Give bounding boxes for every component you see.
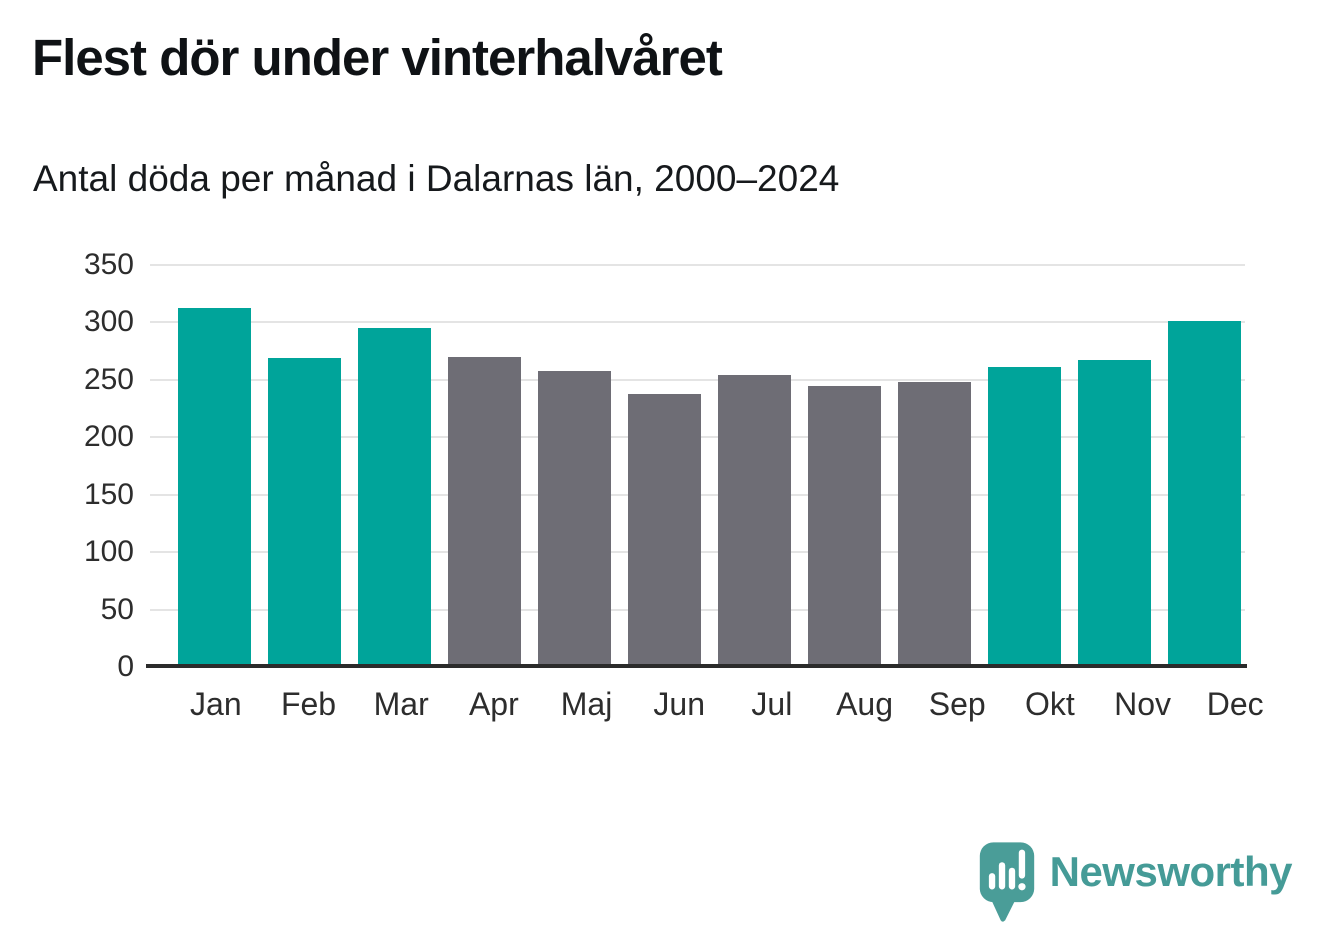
bar-dec <box>1168 321 1241 667</box>
newsworthy-logo-icon <box>979 842 1034 922</box>
gridline-300 <box>150 321 1245 324</box>
y-tick-50: 50 <box>100 592 134 626</box>
x-axis: Jan Feb Mar Apr Maj Jun Jul Aug Sep Okt Nov Dec <box>150 686 1277 723</box>
y-axis: 0 50 100 150 200 250 300 350 <box>0 250 140 682</box>
bar-okt <box>988 367 1061 667</box>
y-tick-250: 250 <box>83 362 134 396</box>
bar-feb <box>268 358 341 667</box>
bar-apr <box>448 356 521 667</box>
chart-title: Flest dör under vinterhalvåret <box>32 29 723 86</box>
bar-mar <box>358 328 431 667</box>
y-tick-150: 150 <box>83 477 134 511</box>
gridline-250 <box>150 378 1245 381</box>
y-tick-200: 200 <box>83 420 134 454</box>
x-tick-apr: Apr <box>468 686 519 722</box>
x-tick-maj: Maj <box>560 686 613 722</box>
x-tick-sep: Sep <box>928 686 986 722</box>
bar-nov <box>1078 360 1151 667</box>
x-tick-dec: Dec <box>1206 686 1264 722</box>
x-tick-aug: Aug <box>836 686 893 722</box>
x-tick-jan: Jan <box>190 686 242 722</box>
y-tick-350: 350 <box>83 248 134 281</box>
x-tick-mar: Mar <box>373 686 429 722</box>
gridline-350 <box>150 264 1245 266</box>
x-tick-okt: Okt <box>1024 686 1075 722</box>
bar-jan <box>178 307 251 667</box>
bar-jun <box>628 393 701 667</box>
x-tick-nov: Nov <box>1114 686 1171 722</box>
bar-sep <box>898 382 971 667</box>
bars <box>150 265 1245 667</box>
x-tick-feb: Feb <box>280 686 337 722</box>
x-tick-jul: Jul <box>751 686 793 722</box>
chart-subtitle: Antal döda per månad i Dalarnas län, 200… <box>33 158 840 199</box>
bar-jul <box>718 375 791 667</box>
bar-maj <box>538 370 611 667</box>
bar-aug <box>808 385 881 667</box>
plot-area <box>150 264 1245 667</box>
newsworthy-branding: Newsworthy <box>978 840 1293 928</box>
newsworthy-wordmark: Newsworthy <box>1049 848 1293 895</box>
y-tick-0: 0 <box>117 650 134 683</box>
y-tick-100: 100 <box>83 535 134 569</box>
x-axis-line <box>146 664 1247 668</box>
y-tick-300: 300 <box>83 305 134 339</box>
x-tick-jun: Jun <box>653 686 705 722</box>
